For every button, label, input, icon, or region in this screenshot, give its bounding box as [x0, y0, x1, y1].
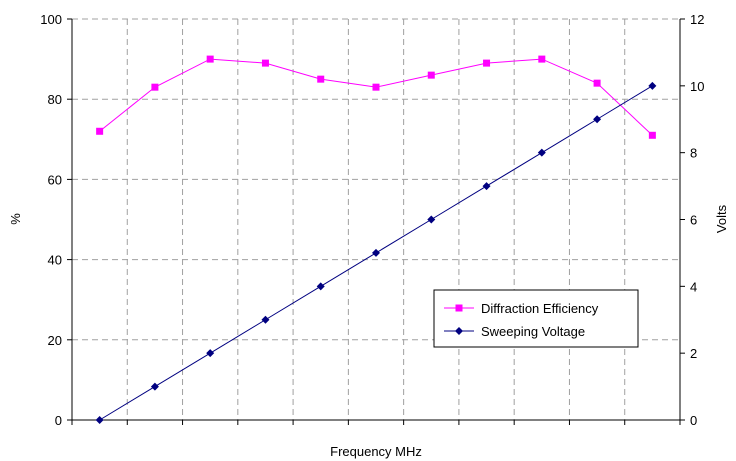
data-point-square — [483, 59, 491, 67]
data-point-diamond — [206, 349, 215, 358]
left-tick-label: 40 — [48, 253, 62, 268]
right-tick-label: 6 — [690, 213, 697, 228]
data-point-diamond — [150, 382, 159, 391]
data-point-diamond — [648, 81, 657, 90]
data-point-diamond — [261, 315, 270, 324]
left-tick-label: 100 — [40, 12, 62, 27]
data-point-diamond — [593, 115, 602, 124]
grid-lines — [72, 18, 680, 420]
series-layer — [95, 55, 657, 424]
right-tick-label: 4 — [690, 279, 697, 294]
data-point-square — [206, 55, 214, 63]
legend-swatch-marker — [455, 327, 463, 335]
data-point-square — [151, 83, 159, 91]
data-point-square — [372, 83, 380, 91]
left-axis-ticks: 0 20 40 60 80 100 — [40, 12, 72, 428]
legend-box — [433, 289, 639, 348]
data-point-square — [593, 79, 601, 87]
data-point-square — [261, 59, 269, 67]
left-tick-label: 20 — [48, 333, 62, 348]
legend-label: Diffraction Efficiency — [481, 301, 599, 316]
right-axis-ticks: 0 2 4 6 8 10 12 — [680, 12, 704, 428]
right-tick-label: 0 — [690, 413, 697, 428]
left-tick-label: 60 — [48, 172, 62, 187]
data-point-diamond — [427, 215, 436, 224]
right-tick-label: 12 — [690, 12, 704, 27]
data-point-diamond — [482, 182, 491, 191]
data-point-square — [96, 127, 104, 135]
left-tick-label: 0 — [55, 413, 62, 428]
data-point-diamond — [537, 148, 546, 157]
left-axis-label: % — [8, 213, 23, 225]
x-axis-label: Frequency MHz — [330, 444, 422, 459]
right-tick-label: 2 — [690, 346, 697, 361]
data-point-square — [648, 131, 656, 139]
right-tick-label: 10 — [690, 79, 704, 94]
data-point-square — [427, 71, 435, 79]
data-point-diamond — [372, 248, 380, 257]
legend-swatch-marker — [455, 304, 463, 312]
data-point-square — [317, 75, 325, 83]
legend-label: Sweeping Voltage — [481, 324, 585, 339]
data-point-diamond — [95, 416, 104, 424]
data-point-diamond — [316, 282, 325, 291]
left-tick-label: 80 — [48, 92, 62, 107]
data-point-square — [538, 55, 546, 63]
legend: Diffraction Efficiency Sweeping Voltage — [433, 289, 639, 348]
right-tick-label: 8 — [690, 146, 697, 161]
right-axis-label: Volts — [714, 204, 729, 233]
